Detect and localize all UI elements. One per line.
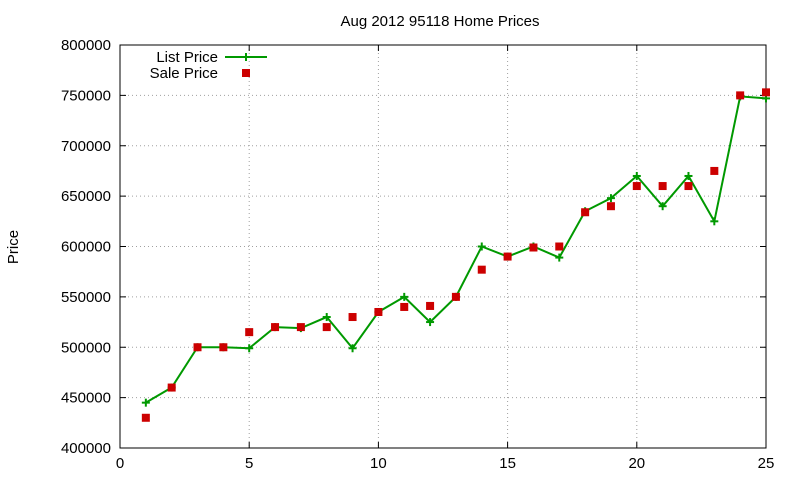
sale-price-point: [762, 88, 770, 97]
list-price-point: [710, 217, 719, 226]
y-tick-label: 400000: [61, 440, 111, 457]
legend-plus-swatch: [242, 53, 250, 61]
legend-label: List Price: [156, 49, 218, 66]
plot-frame: [119, 44, 767, 449]
series-sale-price: [141, 88, 770, 422]
series: [141, 88, 770, 422]
list-price-point: [245, 344, 254, 353]
y-tick-label: 550000: [61, 289, 111, 306]
sale-price-point: [710, 166, 719, 175]
sale-price-point: [684, 182, 693, 191]
sale-price-point: [141, 413, 150, 422]
legend-square-swatch: [242, 69, 250, 77]
series-list-price: [141, 92, 770, 407]
x-tick-label: 25: [758, 455, 775, 472]
x-tick-label: 10: [370, 455, 387, 472]
list-price-point: [426, 318, 435, 327]
y-tick-label: 750000: [61, 87, 111, 104]
y-tick-label: 650000: [61, 188, 111, 205]
y-tick-label: 500000: [61, 339, 111, 356]
list-price-point: [658, 202, 667, 211]
list-price-point: [322, 313, 331, 322]
sale-price-point: [193, 343, 202, 352]
y-axis-label: Price: [5, 230, 22, 264]
chart-title: Aug 2012 95118 Home Prices: [340, 13, 539, 30]
list-price-line: [145, 95, 767, 404]
sale-price-point: [219, 343, 228, 352]
sale-price-point: [555, 242, 564, 251]
sale-price-point: [167, 383, 176, 392]
sale-price-point: [296, 323, 305, 332]
sale-price-point: [348, 313, 357, 322]
y-tick-label: 600000: [61, 239, 111, 256]
x-tick-label: 5: [245, 455, 253, 472]
y-tick-label: 450000: [61, 390, 111, 407]
legend-label: Sale Price: [150, 65, 218, 82]
list-price-point: [141, 398, 150, 407]
sale-price-point: [581, 208, 590, 217]
axis-ticks: 0 5 10 15 20 25 400000 450000 500000 550000 600000…: [61, 37, 774, 472]
y-tick-label: 800000: [61, 37, 111, 54]
sale-price-point: [245, 328, 254, 337]
list-price-point: [348, 344, 357, 353]
list-price-point: [477, 242, 486, 251]
x-tick-label: 20: [628, 455, 645, 472]
list-price-point: [400, 292, 409, 301]
sale-price-point: [451, 292, 460, 301]
sale-price-point: [477, 265, 486, 274]
sale-price-point: [374, 307, 383, 316]
sale-price-point: [322, 323, 331, 332]
y-tick-label: 700000: [61, 138, 111, 155]
sale-price-point: [426, 301, 435, 310]
x-tick-label: 15: [499, 455, 516, 472]
sale-price-point: [503, 252, 512, 261]
sale-price-point: [529, 243, 538, 252]
list-price-point: [606, 194, 615, 203]
list-price-point: [632, 171, 641, 180]
sale-price-point: [271, 323, 280, 332]
list-price-point: [555, 253, 564, 262]
grid: [120, 45, 766, 448]
x-tick-label: 0: [116, 455, 124, 472]
list-price-point: [684, 171, 693, 180]
sale-price-point: [632, 182, 641, 191]
sale-price-point: [736, 91, 745, 100]
sale-price-point: [658, 182, 667, 191]
sale-price-point: [400, 302, 409, 311]
sale-price-point: [606, 202, 615, 211]
